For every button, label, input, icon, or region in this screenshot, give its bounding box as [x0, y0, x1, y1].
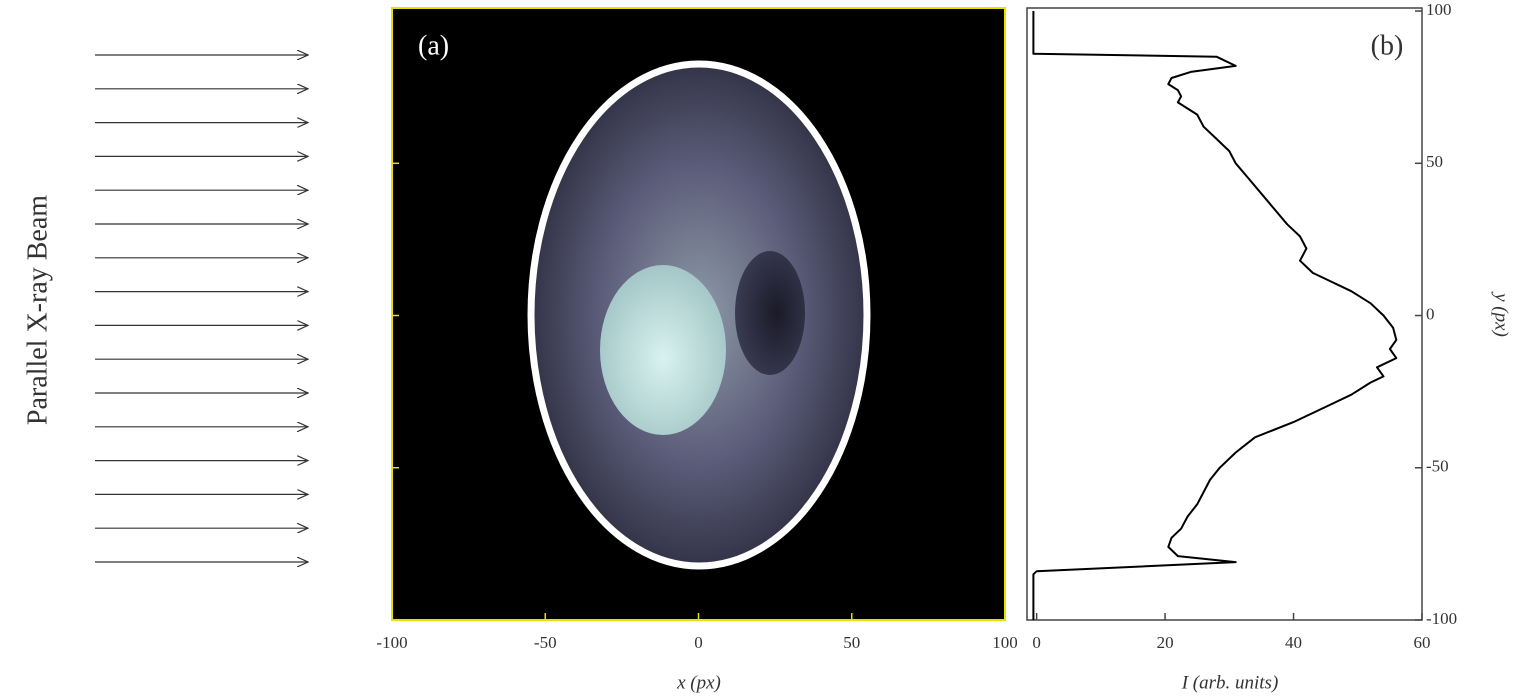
- page: Parallel X-ray Beam (a) (b) x (px) I (ar…: [0, 0, 1530, 697]
- x-tick-label: -50: [534, 633, 557, 652]
- y-tick-label: -100: [1426, 609, 1457, 628]
- figure: Parallel X-ray Beam (a) (b) x (px) I (ar…: [0, 0, 1530, 697]
- x-tick-label: 0: [694, 633, 703, 652]
- y-axis-label: y (px): [1491, 291, 1512, 337]
- x-tick-label: 40: [1285, 633, 1302, 652]
- x-axis-label: I (arb. units): [1181, 672, 1279, 693]
- y-tick-label: 100: [1426, 0, 1452, 19]
- phantom-bright: [600, 265, 726, 435]
- x-tick-label: 20: [1157, 633, 1174, 652]
- beam-arrows: [95, 55, 308, 562]
- panel-label: (b): [1371, 30, 1404, 61]
- x-tick-label: 50: [843, 633, 860, 652]
- x-axis-label: x (px): [676, 672, 721, 693]
- panel-label: (a): [418, 30, 449, 61]
- y-tick-label: -50: [1426, 457, 1449, 476]
- phantom-dark: [735, 251, 805, 375]
- x-tick-label: -100: [376, 633, 407, 652]
- y-tick-label: 50: [1426, 152, 1443, 171]
- y-tick-label: 0: [1426, 304, 1435, 323]
- x-tick-label: 60: [1414, 633, 1431, 652]
- profile-line: [1033, 11, 1396, 620]
- x-tick-label: 0: [1032, 633, 1041, 652]
- beam-label: Parallel X-ray Beam: [22, 195, 53, 425]
- x-tick-label: 100: [992, 633, 1018, 652]
- plot-frame: [1027, 8, 1422, 620]
